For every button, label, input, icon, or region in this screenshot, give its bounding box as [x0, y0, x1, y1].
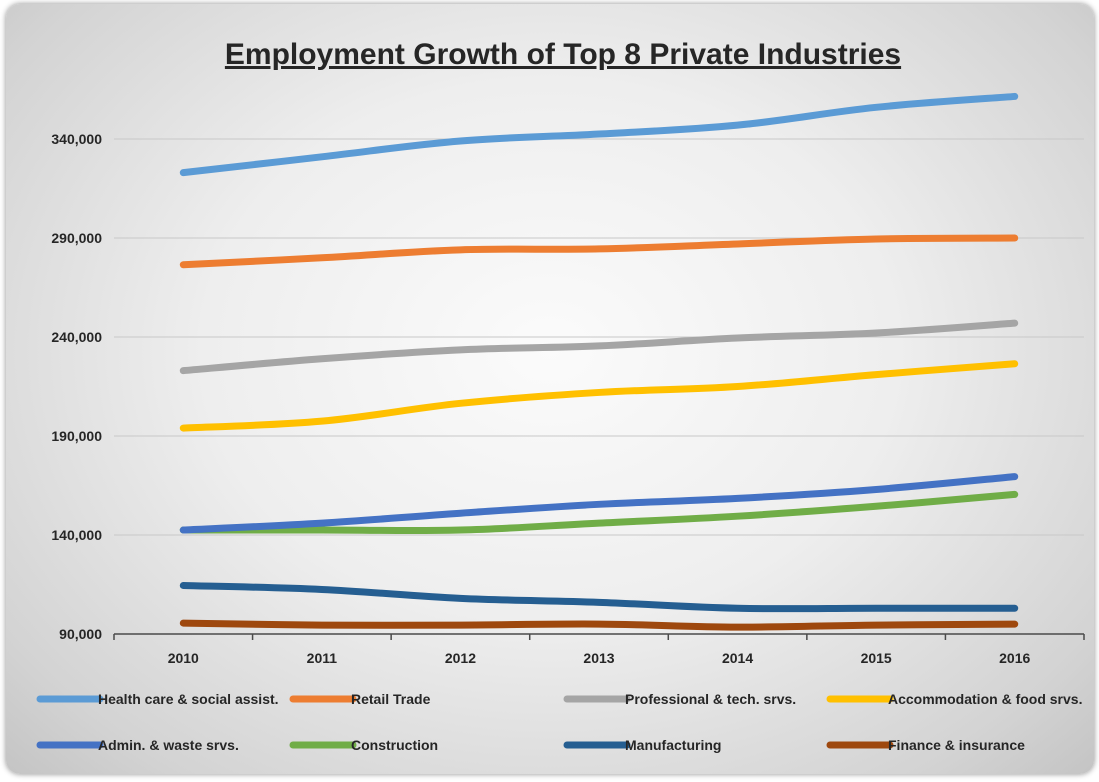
legend-item-construction: Construction	[289, 737, 438, 753]
x-tick-label: 2014	[722, 650, 753, 666]
legend-label: Accommodation & food srvs.	[888, 691, 1082, 707]
y-tick-label: 340,000	[51, 131, 102, 147]
y-tick-label: 90,000	[59, 626, 102, 642]
legend: Health care & social assist. Retail Trade…	[36, 691, 1082, 753]
y-tick-label: 140,000	[51, 527, 102, 543]
y-tick-label: 190,000	[51, 428, 102, 444]
legend-item-manufacturing: Manufacturing	[563, 737, 721, 753]
series-line-professional-tech-srvs	[179, 319, 1019, 375]
legend-item-accommodation-food-srvs: Accommodation & food srvs.	[826, 691, 1082, 707]
x-tick-label: 2013	[583, 650, 614, 666]
legend-label: Finance & insurance	[888, 737, 1025, 753]
legend-item-professional-tech-srvs: Professional & tech. srvs.	[563, 691, 796, 707]
x-tick-label: 2012	[445, 650, 476, 666]
chart-title: Employment Growth of Top 8 Private Indus…	[225, 38, 901, 71]
legend-label: Professional & tech. srvs.	[625, 691, 796, 707]
legend-label: Retail Trade	[351, 691, 431, 707]
x-tick-label: 2011	[307, 650, 338, 666]
series-line-admin-waste-srvs	[179, 473, 1019, 534]
chart-frame: Employment Growth of Top 8 Private Indus…	[6, 4, 1094, 774]
series-line-manufacturing	[179, 581, 1019, 613]
axes: 2010 2011 2012 2013 2014 2015 2016	[113, 633, 1085, 666]
series-line-construction	[179, 490, 1019, 535]
x-tick-label: 2010	[168, 650, 199, 666]
y-tick-label: 240,000	[51, 329, 102, 345]
series-line-retail-trade	[179, 234, 1019, 269]
legend-item-admin-waste-srvs: Admin. & waste srvs.	[36, 737, 239, 753]
x-tick-label: 2015	[861, 650, 892, 666]
series-line-health-care-social-assist	[179, 92, 1019, 177]
legend-label: Admin. & waste srvs.	[98, 737, 239, 753]
series-line-accommodation-food-srvs	[179, 360, 1019, 432]
legend-item-health-care-social-assist: Health care & social assist.	[36, 691, 279, 707]
legend-label: Construction	[351, 737, 438, 753]
series-lines	[179, 92, 1019, 631]
line-chart: Employment Growth of Top 8 Private Indus…	[36, 38, 1085, 753]
gridlines: 90,000 140,000 190,000 240,000 290,000 340,00…	[51, 131, 1084, 642]
x-tick-label: 2016	[999, 650, 1030, 666]
legend-label: Health care & social assist.	[98, 691, 279, 707]
series-line-finance-insurance	[179, 619, 1019, 631]
y-tick-label: 290,000	[51, 230, 102, 246]
legend-label: Manufacturing	[625, 737, 721, 753]
legend-item-retail-trade: Retail Trade	[289, 691, 431, 707]
legend-item-finance-insurance: Finance & insurance	[826, 737, 1025, 753]
